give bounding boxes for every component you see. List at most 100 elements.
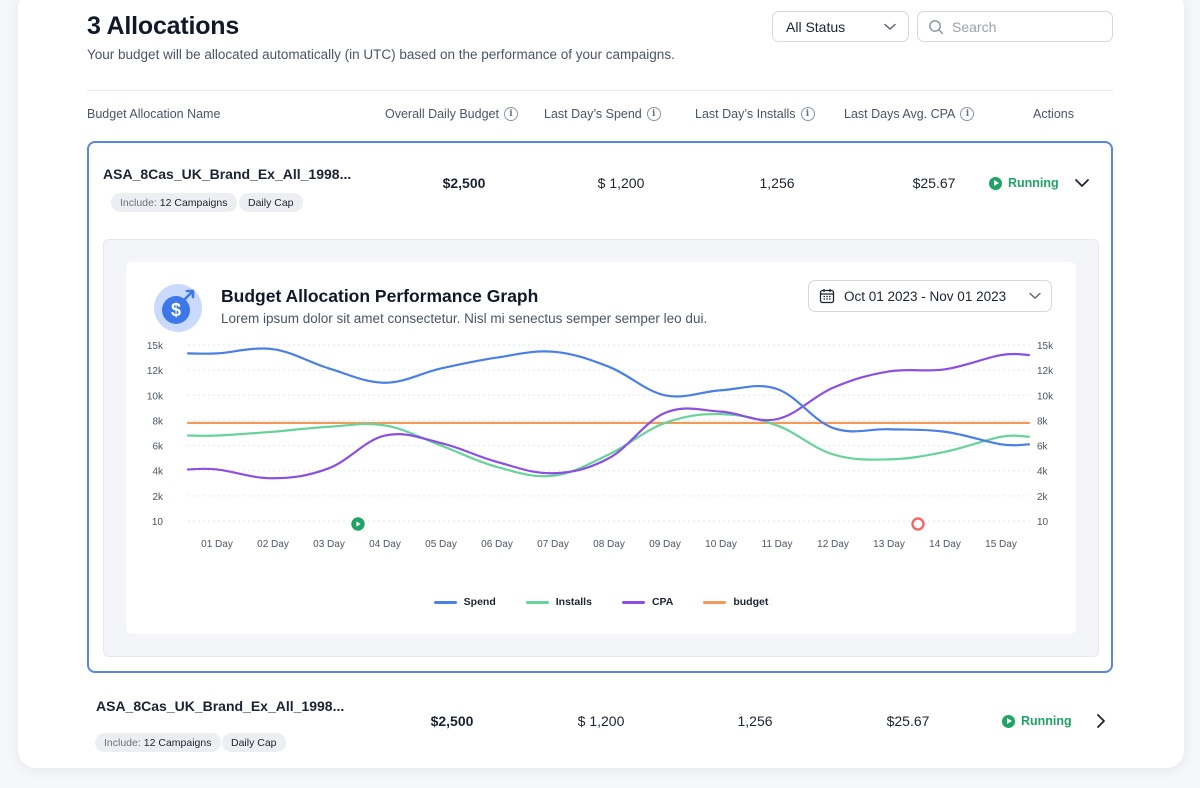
y-tick-label-right: 12k [1037,366,1054,377]
expand-chevron-icon[interactable] [1092,712,1110,730]
y-tick-label-left: 4k [152,467,164,478]
legend-swatch [621,600,645,604]
x-tick-label: 03 Day [313,539,345,550]
installs-value: 1,256 [737,713,773,729]
info-icon[interactable]: i [960,107,975,121]
x-tick-label: 15 Day [985,539,1017,550]
x-tick-label: 06 Day [481,539,513,550]
cpa-value: $25.67 [886,713,930,729]
x-tick-label: 01 Day [201,539,233,550]
info-icon[interactable]: i [503,107,518,121]
legend-item-installs[interactable]: Installs [525,596,592,608]
y-tick-label-left: 8k [152,416,164,427]
legend-swatch [525,600,549,604]
legend-label: budget [733,596,769,608]
graph-card: $ Budget Allocation Performance Graph Lo… [126,262,1076,634]
y-tick-label-left: 2k [152,492,164,503]
search-box[interactable] [917,11,1113,42]
status-badge: Running [1002,714,1072,728]
graph-panel: $ Budget Allocation Performance Graph Lo… [103,239,1099,657]
legend-item-budget[interactable]: budget [703,596,768,608]
installs-value: 1,256 [759,175,795,191]
stop-marker[interactable] [911,517,925,531]
y-tick-label-left: 12k [147,366,164,377]
x-tick-label: 09 Day [649,539,681,550]
x-tick-label: 14 Day [929,539,961,550]
column-header-installs: Last Day’s Installs i [695,107,815,121]
play-icon [356,521,361,527]
y-tick-label-left: 10 [152,517,164,528]
collapse-chevron-icon[interactable] [1073,174,1091,192]
page-subtitle: Your budget will be allocated automatica… [87,47,675,62]
column-header-spend: Last Day’s Spend i [544,107,661,121]
legend-swatch [433,600,457,604]
column-header-cpa: Last Days Avg. CPA i [844,107,975,121]
status-badge: Running [989,176,1059,190]
y-tick-label-left: 15k [147,341,164,352]
x-tick-label: 02 Day [257,539,289,550]
x-tick-label: 08 Day [593,539,625,550]
x-tick-label: 13 Day [873,539,905,550]
legend-label: Installs [555,596,592,608]
header-divider [87,90,1113,91]
series-line-cpa [186,352,1031,480]
date-range-picker[interactable]: Oct 01 2023 - Nov 01 2023 [808,280,1052,312]
x-tick-label: 10 Day [705,539,737,550]
y-tick-label-right: 8k [1037,416,1049,427]
chart-legend: Spend Installs CPA budget [126,596,1076,608]
search-icon [929,19,944,34]
chevron-down-icon [884,23,896,30]
y-tick-label-right: 6k [1037,442,1049,453]
spend-value: $ 1,200 [597,175,645,191]
x-tick-label: 07 Day [537,539,569,550]
y-tick-label-left: 10k [147,391,164,402]
series-line-spend [186,347,1031,447]
legend-label: CPA [651,596,674,608]
daily-cap-chip: Daily Cap [222,733,286,752]
y-tick-label-right: 2k [1037,492,1049,503]
graph-subtitle: Lorem ipsum dolor sit amet consectetur. … [221,311,708,326]
play-icon [989,176,1002,190]
column-header-name: Budget Allocation Name [87,107,221,121]
allocation-row-expanded: ASA_8Cas_UK_Brand_Ex_All_1998... Include… [87,141,1113,673]
x-tick-label: 05 Day [425,539,457,550]
legend-label: Spend [463,596,496,608]
allocation-name[interactable]: ASA_8Cas_UK_Brand_Ex_All_1998... [96,698,345,714]
chevron-down-icon [1029,292,1041,299]
allocation-name[interactable]: ASA_8Cas_UK_Brand_Ex_All_1998... [103,166,352,182]
legend-swatch [703,600,727,604]
info-icon[interactable]: i [646,107,661,121]
column-header-daily-budget: Overall Daily Budget i [385,107,518,121]
x-tick-label: 12 Day [817,539,849,550]
spend-value: $ 1,200 [577,713,625,729]
svg-text:$: $ [171,300,181,320]
column-header-actions: Actions [1033,107,1074,121]
series-line-installs [186,412,1031,478]
x-tick-label: 04 Day [369,539,401,550]
y-tick-label-right: 4k [1037,467,1049,478]
include-chip: Include: 12 Campaigns [95,733,221,752]
status-filter-value: All Status [786,18,846,35]
y-tick-label-right: 10k [1037,391,1054,402]
graph-title: Budget Allocation Performance Graph [221,286,539,306]
y-tick-label-right: 15k [1037,341,1054,352]
calendar-icon [819,289,835,304]
info-icon[interactable]: i [800,107,815,121]
y-tick-label-left: 6k [152,442,164,453]
daily-budget-value: $2,500 [442,175,486,191]
page-title: 3 Allocations [87,12,240,40]
cpa-value: $25.67 [912,175,956,191]
budget-growth-icon: $ [154,284,202,332]
y-tick-label-right: 10 [1037,517,1049,528]
search-input[interactable] [952,18,1102,35]
legend-item-cpa[interactable]: CPA [621,596,674,608]
x-tick-label: 11 Day [762,539,793,550]
status-filter-dropdown[interactable]: All Status [772,11,909,42]
daily-cap-chip: Daily Cap [239,193,303,212]
play-icon [1002,714,1015,728]
legend-item-spend[interactable]: Spend [433,596,496,608]
date-range-value: Oct 01 2023 - Nov 01 2023 [844,288,1007,304]
include-chip: Include: 12 Campaigns [111,193,237,212]
performance-line-chart: 15k 15k 12k 12k 10k 10k 8k 8k 6k 6k 4k 4k 2k 2k 10 10 01… [147,341,1054,550]
daily-budget-value: $2,500 [430,713,474,729]
